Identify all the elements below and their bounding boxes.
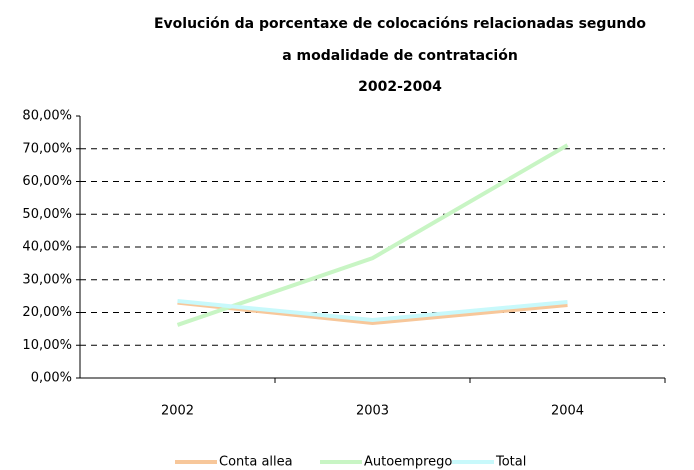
y-tick-label: 80,00% <box>22 109 72 124</box>
x-tick-label: 2003 <box>356 404 389 419</box>
x-tick-label: 2002 <box>161 404 194 419</box>
y-tick-label: 50,00% <box>22 207 72 222</box>
y-tick-label: 20,00% <box>22 305 72 320</box>
chart-title: 2002-2004 <box>358 79 442 95</box>
y-tick-label: 0,00% <box>31 371 72 386</box>
x-tick-label: 2004 <box>551 404 584 419</box>
legend-label: Total <box>495 455 526 470</box>
y-tick-label: 10,00% <box>22 338 72 353</box>
y-tick-label: 30,00% <box>22 272 72 287</box>
legend-label: Conta allea <box>219 455 293 470</box>
y-tick-label: 40,00% <box>22 240 72 255</box>
series-line <box>176 143 569 327</box>
y-tick-label: 60,00% <box>22 174 72 189</box>
legend-label: Autoemprego <box>364 455 452 470</box>
series-line <box>177 299 568 323</box>
chart-title: Evolución da porcentaxe de colocacións r… <box>154 16 646 32</box>
series-line <box>177 300 568 325</box>
chart-title: a modalidade de contratación <box>282 48 518 64</box>
y-tick-label: 70,00% <box>22 141 72 156</box>
